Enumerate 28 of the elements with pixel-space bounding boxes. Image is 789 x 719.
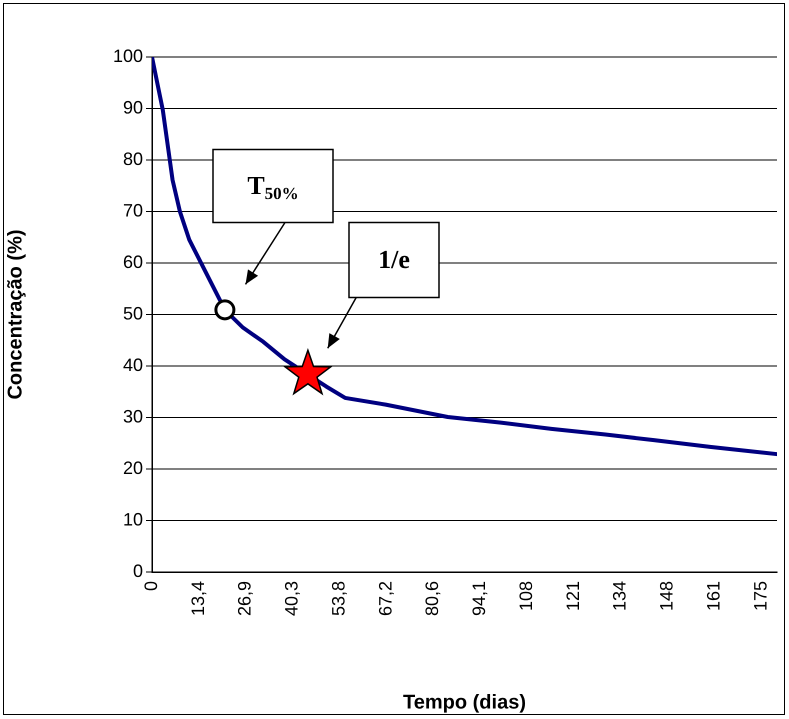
y-tick-label: 80 <box>122 148 143 169</box>
y-tick-label: 90 <box>122 97 143 118</box>
x-tick-label: 26,9 <box>234 581 255 616</box>
x-tick-label: 67,2 <box>375 581 396 616</box>
y-tick-label: 50 <box>122 303 143 324</box>
x-tick-label: 80,6 <box>422 581 442 616</box>
y-tick-label: 0 <box>132 560 143 581</box>
x-tick-label: 161 <box>703 581 724 612</box>
y-tick-label: 70 <box>122 200 143 220</box>
x-tick-label: 121 <box>562 581 583 612</box>
x-tick-label: 94,1 <box>469 581 490 616</box>
x-tick-label: 53,8 <box>328 581 348 616</box>
x-tick-label: 108 <box>516 581 536 612</box>
y-tick-label: 100 <box>112 46 143 66</box>
annotation: 1/e <box>378 245 410 274</box>
y-tick-label: 10 <box>122 509 143 530</box>
x-tick-label: 0 <box>140 581 161 592</box>
x-axis-title: Tempo (dias) <box>403 692 526 714</box>
x-tick-label: 134 <box>610 581 630 612</box>
y-axis-title: Concentração (%) <box>4 229 27 400</box>
y-tick-label: 40 <box>122 354 143 375</box>
x-tick-label: 40,3 <box>282 581 302 616</box>
y-tick-label: 30 <box>122 406 143 426</box>
x-tick-label: 175 <box>750 581 770 612</box>
y-tick-label: 20 <box>122 458 143 478</box>
y-tick-label: 60 <box>122 252 143 272</box>
x-tick-label: 148 <box>656 581 677 612</box>
x-tick-label: 13,4 <box>188 581 208 616</box>
